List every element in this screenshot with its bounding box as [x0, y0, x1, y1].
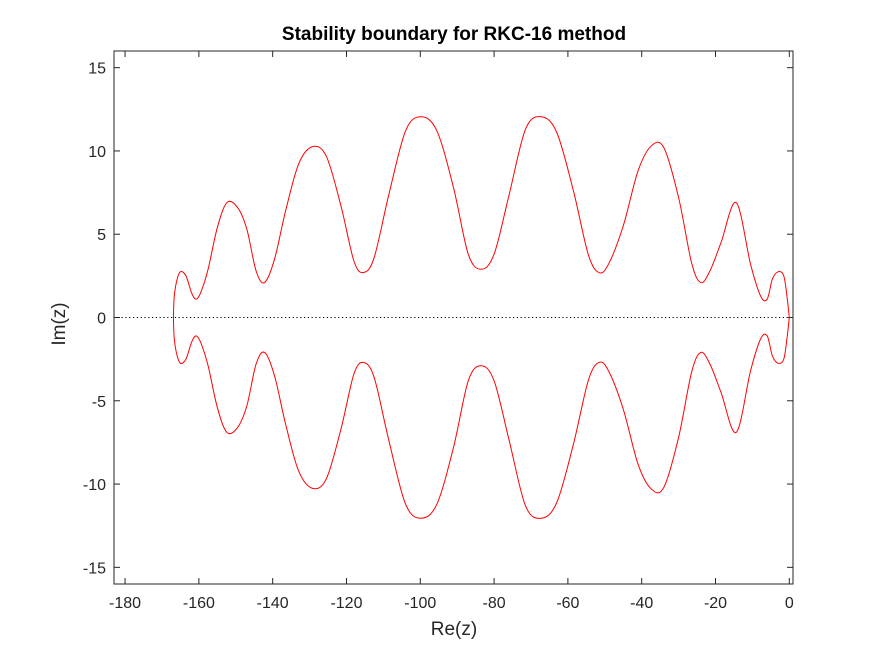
y-tick-label: 10 — [88, 144, 106, 161]
x-tick-label: -20 — [704, 595, 727, 612]
x-tick-label: 0 — [785, 595, 794, 612]
plot-area: -180 -160 -140 -120 -100 -80 -60 -40 -20 0 -15 -10 -… — [83, 50, 794, 612]
x-tick-label: -160 — [183, 595, 215, 612]
y-tick-label: 15 — [88, 61, 106, 78]
x-tick-label: -40 — [630, 595, 653, 612]
boundary-curve-lower — [172, 317, 790, 519]
x-tick-label: -120 — [330, 595, 362, 612]
x-tick-label: -100 — [404, 595, 436, 612]
boundary-curve-upper — [172, 116, 790, 318]
x-tick-label: -140 — [257, 595, 289, 612]
y-tick-label: 5 — [97, 227, 106, 244]
x-tick-label: -60 — [556, 595, 579, 612]
plot-frame — [113, 50, 794, 585]
y-axis-label: Im(z) — [49, 302, 70, 345]
chart-title: Stability boundary for RKC-16 method — [282, 24, 626, 45]
x-tick-label: -80 — [483, 595, 506, 612]
y-tick-label: 0 — [97, 311, 106, 328]
y-tick-label: -10 — [83, 477, 106, 494]
x-tick-label: -180 — [109, 595, 141, 612]
y-tick-label: -15 — [83, 560, 106, 577]
y-tick-label: -5 — [92, 394, 106, 411]
x-axis-label: Re(z) — [431, 619, 477, 640]
